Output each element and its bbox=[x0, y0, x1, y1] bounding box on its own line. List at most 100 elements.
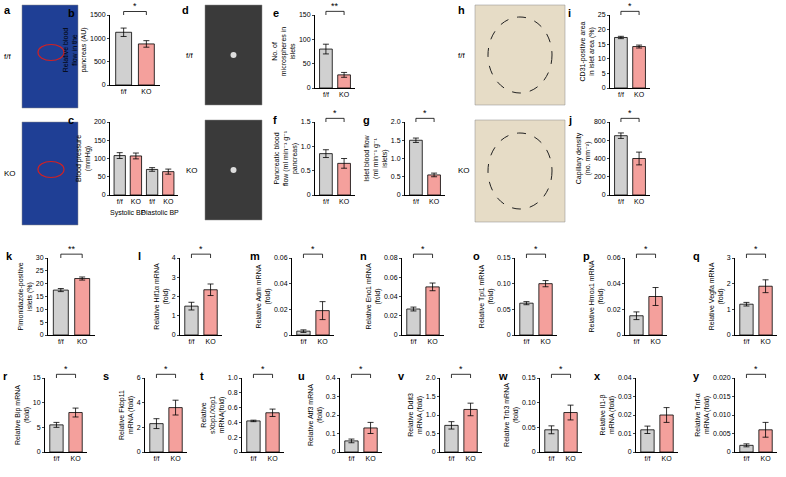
svg-text:150: 150 bbox=[299, 11, 311, 18]
svg-text:3: 3 bbox=[172, 274, 176, 281]
svg-text:0.04: 0.04 bbox=[618, 374, 632, 381]
svg-text:i: i bbox=[568, 7, 571, 19]
svg-text:Pancreatic bloodflow (ml min⁻¹: Pancreatic bloodflow (ml min⁻¹ g⁻¹pancre… bbox=[273, 130, 299, 186]
svg-text:20: 20 bbox=[36, 280, 44, 287]
svg-text:*: * bbox=[359, 364, 363, 374]
svg-text:KO: KO bbox=[70, 455, 81, 462]
svg-text:6: 6 bbox=[137, 374, 141, 381]
svg-text:*: * bbox=[534, 244, 538, 254]
svg-text:f/f: f/f bbox=[58, 338, 64, 345]
svg-text:200: 200 bbox=[94, 118, 106, 125]
svg-text:KO: KO bbox=[650, 338, 661, 345]
svg-text:f/f: f/f bbox=[149, 198, 155, 205]
svg-text:0.6: 0.6 bbox=[228, 404, 238, 411]
svg-text:*: * bbox=[628, 108, 632, 118]
svg-text:25: 25 bbox=[598, 11, 606, 18]
svg-text:*: * bbox=[459, 364, 463, 374]
svg-text:5: 5 bbox=[37, 424, 41, 431]
svg-text:Relative Trb3 mRNA(fold): Relative Trb3 mRNA(fold) bbox=[503, 383, 520, 447]
svg-text:KO: KO bbox=[4, 169, 16, 178]
svg-text:e: e bbox=[273, 7, 279, 19]
svg-text:p: p bbox=[583, 250, 590, 262]
svg-text:s: s bbox=[103, 370, 109, 382]
svg-text:500: 500 bbox=[94, 58, 106, 65]
svg-text:15: 15 bbox=[33, 374, 41, 381]
svg-text:f/f: f/f bbox=[54, 455, 60, 462]
svg-text:*: * bbox=[261, 364, 265, 374]
svg-text:0: 0 bbox=[284, 331, 288, 338]
svg-text:1500: 1500 bbox=[90, 11, 106, 18]
svg-text:2: 2 bbox=[172, 293, 176, 300]
svg-text:KO: KO bbox=[163, 198, 174, 205]
svg-text:*: * bbox=[754, 364, 758, 374]
svg-text:0.015: 0.015 bbox=[713, 393, 731, 400]
svg-text:h: h bbox=[458, 4, 465, 16]
svg-text:400: 400 bbox=[594, 155, 606, 162]
svg-text:x: x bbox=[594, 370, 601, 382]
svg-text:f/f: f/f bbox=[449, 455, 455, 462]
svg-text:g: g bbox=[363, 114, 370, 126]
svg-text:q: q bbox=[693, 250, 700, 262]
svg-text:0: 0 bbox=[37, 448, 41, 455]
svg-text:1000: 1000 bbox=[90, 35, 106, 42]
svg-text:f/f: f/f bbox=[411, 338, 417, 345]
svg-text:f/f: f/f bbox=[323, 198, 329, 205]
svg-text:Relative Atf3 mRNA(fold): Relative Atf3 mRNA(fold) bbox=[307, 384, 324, 446]
svg-text:Relative bloodflow in thepancr: Relative bloodflow in thepancreas (AU) bbox=[62, 27, 88, 72]
svg-text:1.0: 1.0 bbox=[228, 374, 238, 381]
svg-text:KO: KO bbox=[760, 455, 771, 462]
svg-text:Relative Tnf-αmRNA (fold): Relative Tnf-αmRNA (fold) bbox=[694, 393, 711, 437]
svg-text:0.10: 0.10 bbox=[497, 280, 511, 287]
svg-text:*: * bbox=[164, 364, 168, 374]
svg-text:KO: KO bbox=[339, 91, 350, 98]
svg-text:*: * bbox=[199, 244, 203, 254]
svg-text:f/f: f/f bbox=[618, 198, 624, 205]
svg-text:0: 0 bbox=[102, 191, 106, 198]
svg-text:0: 0 bbox=[628, 448, 632, 455]
svg-text:0.020: 0.020 bbox=[713, 374, 731, 381]
svg-text:f/f: f/f bbox=[4, 52, 11, 61]
svg-text:*: * bbox=[311, 244, 315, 254]
svg-text:w: w bbox=[498, 370, 508, 382]
svg-text:1.0: 1.0 bbox=[426, 411, 436, 418]
svg-text:0.2: 0.2 bbox=[228, 434, 238, 441]
svg-text:0.005: 0.005 bbox=[713, 430, 731, 437]
svg-text:0.02: 0.02 bbox=[274, 306, 288, 313]
svg-text:KO: KO bbox=[429, 198, 440, 205]
svg-text:15: 15 bbox=[36, 293, 44, 300]
svg-text:0: 0 bbox=[172, 331, 176, 338]
svg-text:0.10: 0.10 bbox=[522, 399, 536, 406]
svg-text:f/f: f/f bbox=[186, 51, 193, 60]
svg-text:2.0: 2.0 bbox=[426, 374, 436, 381]
svg-text:10: 10 bbox=[36, 306, 44, 313]
svg-text:KO: KO bbox=[205, 338, 216, 345]
svg-text:Relative Ddit3mRNA (fold): Relative Ddit3mRNA (fold) bbox=[407, 393, 424, 437]
svg-text:KO: KO bbox=[760, 338, 771, 345]
svg-text:KO: KO bbox=[465, 455, 476, 462]
svg-text:KO: KO bbox=[634, 198, 645, 205]
svg-text:KO: KO bbox=[267, 455, 278, 462]
svg-text:4: 4 bbox=[172, 254, 176, 261]
svg-text:Relative Adm mRNA(fold): Relative Adm mRNA(fold) bbox=[255, 264, 272, 328]
svg-text:KO: KO bbox=[661, 455, 672, 462]
svg-text:m: m bbox=[250, 250, 260, 262]
svg-text:Relative Il1-βmRNA (fold): Relative Il1-βmRNA (fold) bbox=[599, 395, 616, 436]
svg-text:**: ** bbox=[68, 244, 76, 254]
svg-text:0: 0 bbox=[432, 448, 436, 455]
svg-text:600: 600 bbox=[594, 137, 606, 144]
svg-text:1.5: 1.5 bbox=[301, 118, 311, 125]
svg-text:0.05: 0.05 bbox=[522, 424, 536, 431]
svg-text:0: 0 bbox=[234, 448, 238, 455]
svg-text:3: 3 bbox=[727, 254, 731, 261]
svg-text:0: 0 bbox=[394, 331, 398, 338]
svg-text:15: 15 bbox=[598, 41, 606, 48]
svg-text:0: 0 bbox=[727, 331, 731, 338]
svg-text:0.8: 0.8 bbox=[228, 389, 238, 396]
svg-text:30: 30 bbox=[36, 254, 44, 261]
svg-text:f/f: f/f bbox=[634, 338, 640, 345]
svg-text:2.0: 2.0 bbox=[391, 118, 401, 125]
svg-text:10: 10 bbox=[598, 55, 606, 62]
svg-text:f/f: f/f bbox=[645, 455, 651, 462]
svg-text:0.06: 0.06 bbox=[607, 254, 621, 261]
svg-text:CD31-positive areain islet are: CD31-positive areain islet area (%) bbox=[579, 21, 596, 81]
